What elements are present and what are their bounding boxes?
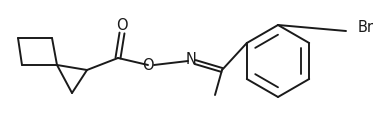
Text: N: N bbox=[186, 53, 196, 68]
Text: O: O bbox=[142, 59, 154, 74]
Text: Br: Br bbox=[358, 20, 374, 36]
Text: O: O bbox=[116, 18, 128, 34]
